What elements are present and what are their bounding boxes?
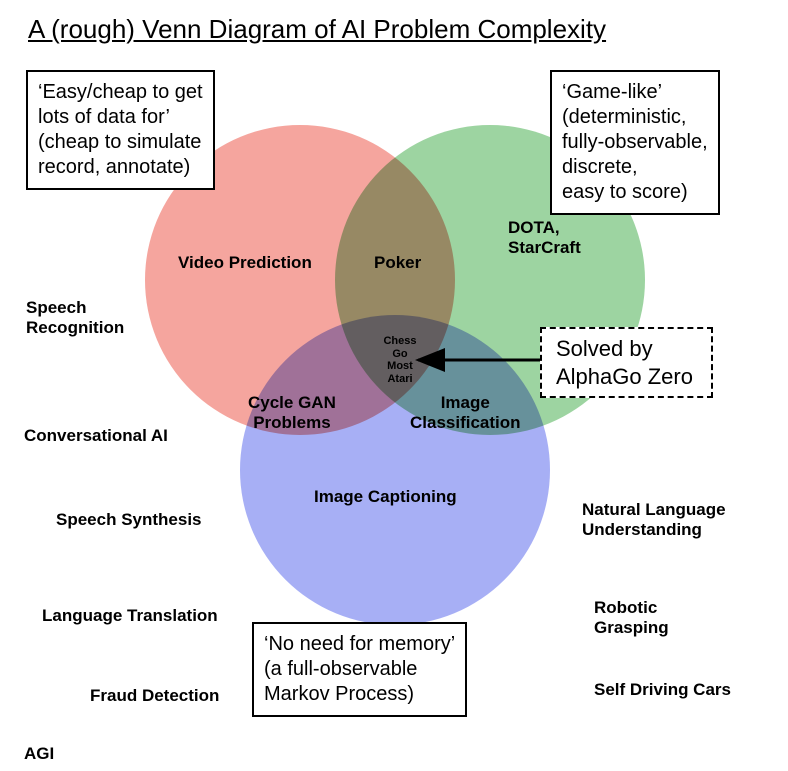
external-label: Speech Recognition — [26, 298, 124, 339]
region-blue-only: Image Captioning — [314, 487, 457, 507]
region-green-blue: Image Classification — [410, 393, 521, 434]
box-green: ‘Game-like’ (deterministic, fully-observ… — [550, 70, 720, 215]
region-red-green: Poker — [374, 253, 421, 273]
region-center: Chess Go Most Atari — [370, 335, 430, 386]
region-green-only: DOTA, StarCraft — [508, 218, 581, 259]
external-label: Self Driving Cars — [594, 680, 731, 700]
region-red-only: Video Prediction — [178, 253, 312, 273]
external-label: Fraud Detection — [90, 686, 219, 706]
external-label: Conversational AI — [24, 426, 168, 446]
box-red: ‘Easy/cheap to get lots of data for’ (ch… — [26, 70, 215, 190]
callout-box: Solved by AlphaGo Zero — [540, 327, 713, 398]
page-title: A (rough) Venn Diagram of AI Problem Com… — [28, 14, 606, 45]
external-label: Speech Synthesis — [56, 510, 202, 530]
region-red-blue: Cycle GAN Problems — [248, 393, 336, 434]
external-label: Language Translation — [42, 606, 218, 626]
external-label: Robotic Grasping — [594, 598, 669, 639]
external-label: AGI — [24, 744, 54, 764]
external-label: Natural Language Understanding — [582, 500, 726, 541]
box-blue: ‘No need for memory’ (a full-observable … — [252, 622, 467, 717]
